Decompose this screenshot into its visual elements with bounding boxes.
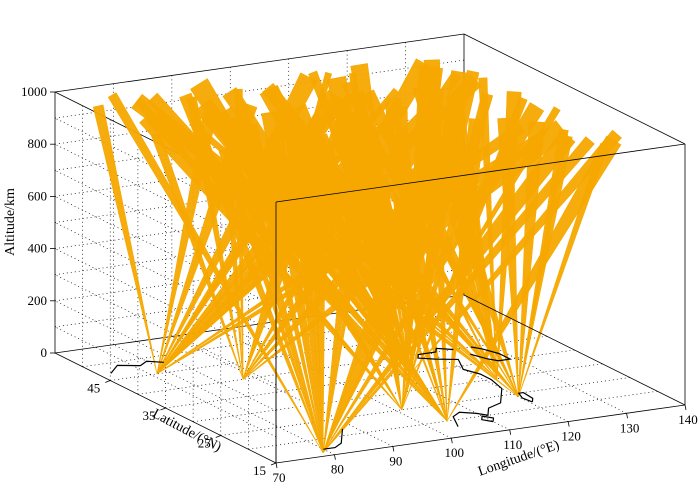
x-tick-label: 70 <box>273 470 286 485</box>
y-tick-mark <box>160 407 166 411</box>
x-tick-mark <box>626 413 628 419</box>
ray-path <box>313 153 498 379</box>
x-tick-label: 80 <box>331 462 344 477</box>
box-edge <box>54 33 465 93</box>
ray-path <box>249 148 498 379</box>
x-tick-label: 90 <box>389 453 402 468</box>
ray-path <box>518 121 545 397</box>
ray-path <box>193 124 498 379</box>
z-tick-label: 200 <box>28 293 48 308</box>
y-tick-label: 25 <box>198 436 211 451</box>
z-tick-label: 1000 <box>21 84 47 99</box>
x-tick-label: 120 <box>561 429 581 444</box>
floor-grid-line <box>110 322 520 381</box>
ray-path <box>478 77 498 379</box>
ray-path <box>443 137 498 379</box>
y-tick-mark <box>105 380 111 383</box>
z-tick-label: 400 <box>28 241 48 256</box>
x-tick-mark <box>509 429 512 435</box>
axes-box-front <box>275 33 686 464</box>
x-tick-mark <box>334 454 336 460</box>
ray-path <box>412 84 498 379</box>
coastline-segment <box>110 360 164 374</box>
z-tick-label: 600 <box>28 188 48 203</box>
coastline-segment <box>470 346 513 362</box>
coastline <box>110 346 534 450</box>
ray-path <box>107 92 324 453</box>
ray-path <box>341 81 498 379</box>
x-tick-mark <box>450 438 453 444</box>
y-tick-mark <box>215 435 221 438</box>
coastline-segment <box>323 428 344 450</box>
y-tick-label: 35 <box>143 408 156 423</box>
ray-path <box>496 91 522 379</box>
coastline-segment <box>481 415 495 423</box>
coastline-segment <box>517 391 534 403</box>
x-tick-mark <box>684 404 687 411</box>
ray-paths <box>92 58 622 453</box>
ray-path <box>518 128 569 397</box>
x-tick-label: 100 <box>445 445 465 460</box>
z-tick-label: 800 <box>28 136 48 151</box>
floor-grid-line <box>220 377 630 436</box>
y-tick-label: 45 <box>87 381 100 396</box>
y-axis-label: Latitude/(°N) <box>150 407 224 456</box>
y-tick-label: 15 <box>253 463 266 478</box>
x-tick-mark <box>392 446 395 452</box>
y-tick-mark <box>270 462 277 466</box>
coastline-segment <box>417 347 503 427</box>
box-edge <box>463 33 686 145</box>
ray-path <box>465 151 498 379</box>
z-axis-label: Altitude/km <box>3 188 18 256</box>
box-edge <box>275 143 686 203</box>
x-tick-mark <box>567 421 570 427</box>
x-tick-label: 130 <box>620 420 640 435</box>
ray-path <box>92 104 158 374</box>
floor-grid-line <box>193 363 603 423</box>
z-tick-label: 0 <box>41 345 48 360</box>
x-tick-mark <box>275 462 278 469</box>
box-edge <box>275 404 686 464</box>
x-tick-label: 140 <box>678 412 698 427</box>
ray-path <box>131 93 519 398</box>
floor-grid-line <box>248 390 658 450</box>
x-tick-label: 110 <box>503 437 522 452</box>
axis-ticks: 70 80 90 100 110 120 130 140 15 25 35 45 0 200 400 600 8… <box>21 84 698 485</box>
box-edge <box>463 294 686 406</box>
